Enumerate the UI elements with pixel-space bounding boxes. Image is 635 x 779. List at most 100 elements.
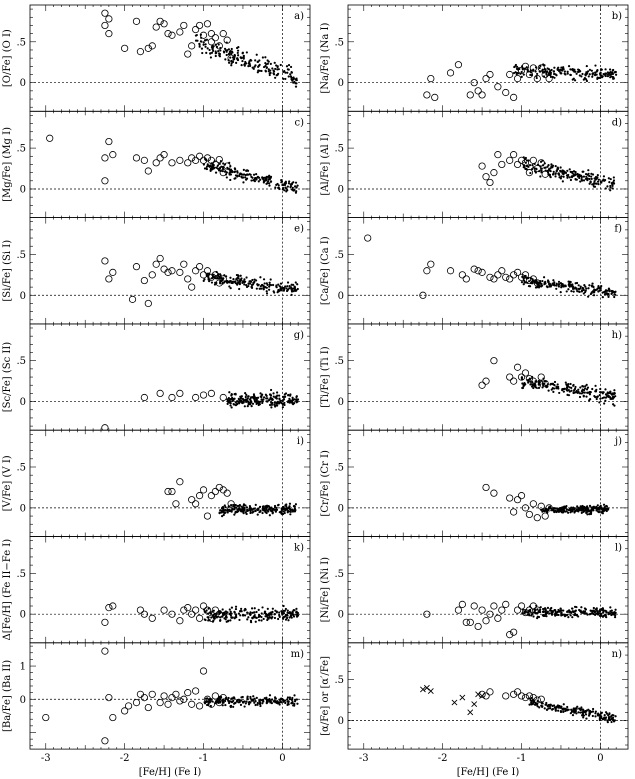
star-point [549,506,552,510]
star-point [247,282,250,285]
halo-star-point [140,156,148,164]
star-point [604,609,607,612]
star-point [572,383,575,387]
halo-star-point [533,514,541,522]
star-point [569,508,572,512]
star-point [528,285,532,288]
star-point [600,608,603,611]
star-point [260,287,263,290]
halo-star-point [199,667,208,675]
halo-star-point [482,74,490,83]
star-point [533,703,536,706]
star-point [234,504,237,507]
star-point [578,290,581,293]
star-point [560,175,563,178]
star-point [288,616,291,619]
points [478,151,616,192]
star-point [239,395,243,398]
star-point [588,177,591,181]
star-point [586,386,590,389]
star-point [285,187,288,190]
halo-star-point [510,377,518,385]
star-point [566,393,569,397]
halo-star-point [513,74,522,83]
star-point [243,509,246,512]
star-point [252,510,255,513]
star-point [575,391,578,394]
panel-frame [347,536,629,644]
halo-star-point [203,267,212,275]
star-point [566,705,569,709]
star-point [238,402,241,405]
star-point [233,397,236,400]
star-point [222,507,225,510]
star-point [259,702,262,706]
panel-label: i) [297,436,304,447]
y-tick-label: .5 [334,462,344,473]
star-point [274,76,277,79]
star-point [545,701,548,705]
star-point [546,165,549,168]
halo-star-point [132,17,141,25]
panel-label: d) [612,117,622,128]
star-point [574,709,578,713]
star-point [234,605,238,608]
star-point [585,395,588,398]
star-point [601,397,604,400]
star-point [528,610,532,613]
star-point [255,279,258,282]
star-point [551,610,555,613]
star-point [273,401,276,404]
star-point [590,177,593,180]
star-point [226,281,229,284]
star-point [295,79,298,82]
star-point [293,694,296,697]
cross-point [423,684,430,691]
star-point [236,698,239,702]
star-point [554,73,557,76]
halo-star-point [427,74,435,83]
points [101,602,300,626]
panel-frame [347,110,629,219]
star-point [608,391,611,394]
star-point [602,391,605,394]
halo-star-point [184,689,192,697]
halo-star-point [199,391,208,399]
star-point [264,56,267,59]
star-point [595,397,598,401]
halo-star-point [176,389,184,398]
star-point [582,385,585,388]
halo-star-point [172,690,180,698]
panel-label: l) [615,543,622,554]
halo-star-point [506,373,514,381]
star-point [218,52,222,56]
star-point [272,392,275,395]
star-point [203,278,206,281]
star-point [554,172,557,176]
star-point [258,63,261,66]
halo-star-point [152,260,160,268]
star-point [288,180,291,183]
halo-star-point [156,17,164,25]
star-point [580,610,583,614]
halo-star-point [180,21,188,30]
star-point [243,278,246,281]
star-point [545,71,548,75]
star-point [235,273,238,277]
star-point [610,715,613,718]
star-point [257,403,260,407]
star-point [581,170,584,173]
halo-star-point [176,697,184,705]
star-point [227,61,231,64]
star-point [574,509,577,513]
star-point [270,506,273,509]
star-point [236,170,239,173]
star-point [570,68,573,71]
star-point [238,282,241,285]
star-point [600,507,604,511]
star-point [523,612,526,615]
star-point [286,609,289,612]
star-point [282,288,286,291]
star-point [588,174,591,178]
star-point [219,619,222,622]
